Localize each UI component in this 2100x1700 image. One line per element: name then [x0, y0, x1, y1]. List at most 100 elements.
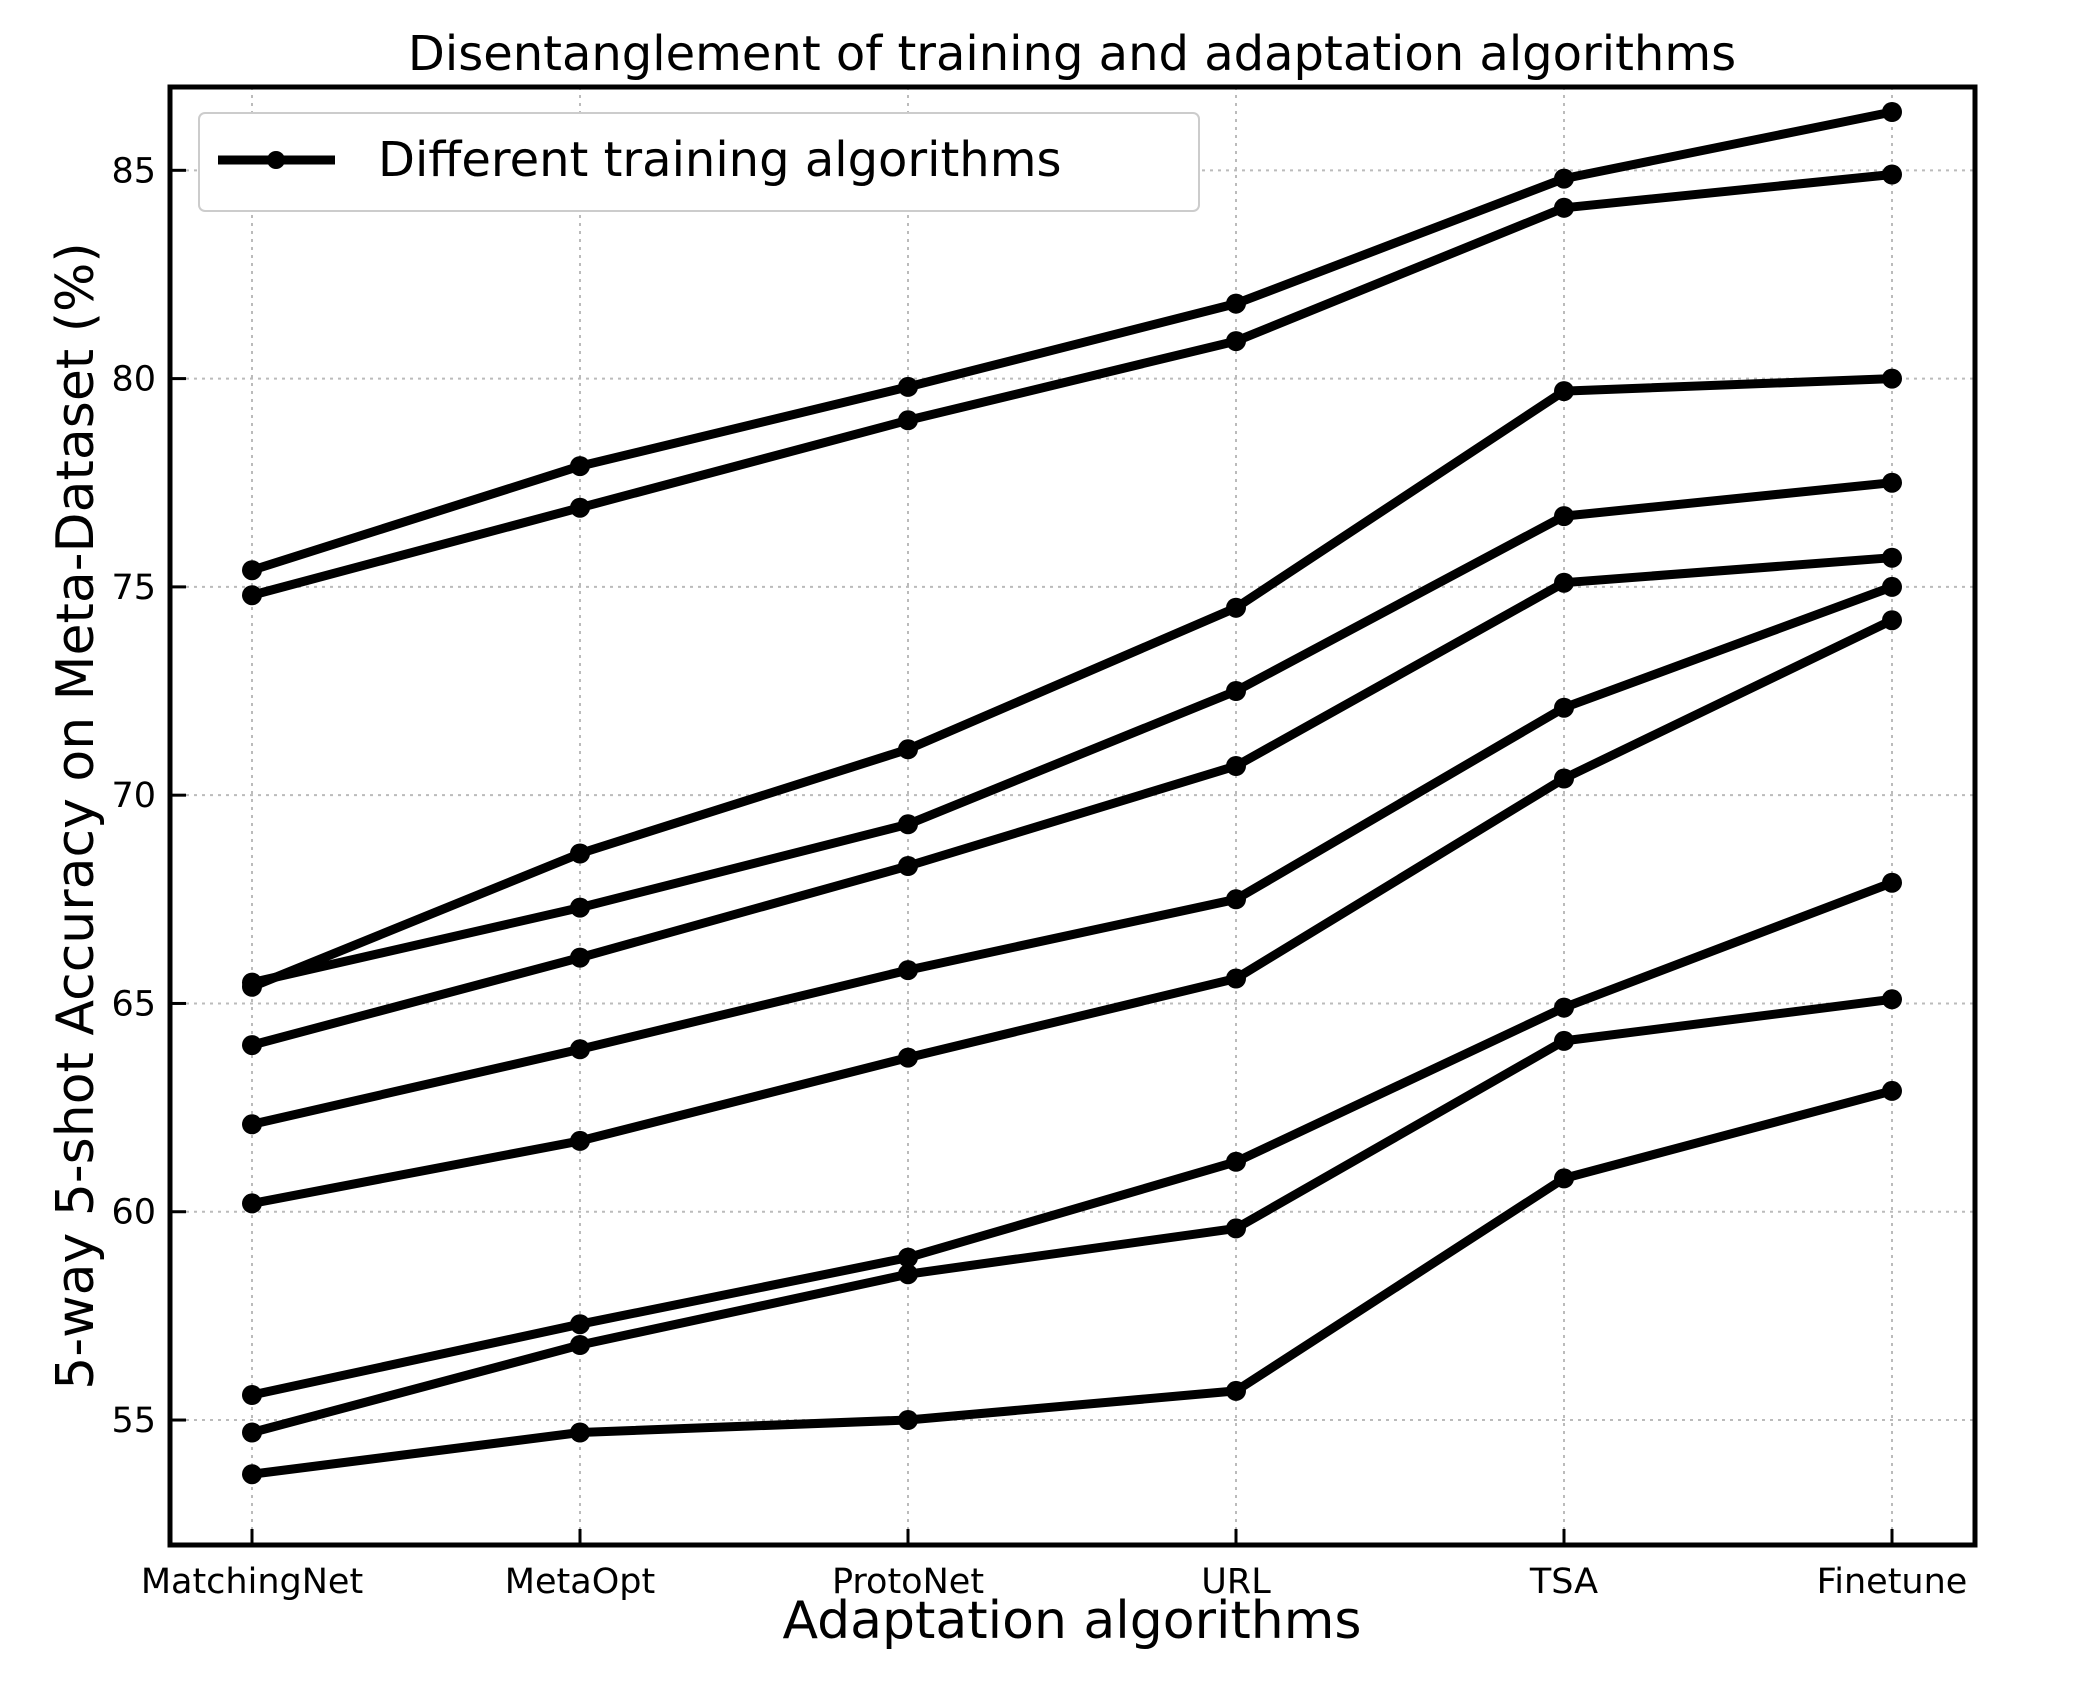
series-line	[247, 1086, 1897, 1479]
data-point	[242, 585, 262, 606]
data-point	[570, 456, 590, 477]
series-1	[242, 102, 1902, 581]
data-point	[1882, 102, 1902, 122]
series-line	[247, 107, 1897, 575]
x-tick-label: MatchingNet	[141, 1562, 363, 1602]
x-tick-label: ProtoNet	[832, 1562, 984, 1602]
data-point	[570, 1314, 590, 1335]
series-line	[247, 553, 1897, 1050]
series-6	[242, 576, 1902, 1135]
data-point	[1554, 168, 1574, 189]
series-7	[242, 610, 1902, 1214]
data-point	[570, 1422, 590, 1443]
plot-frame	[167, 84, 1978, 1548]
data-point	[898, 1264, 918, 1285]
data-point	[898, 739, 918, 760]
legend-box	[198, 112, 1200, 212]
data-point	[1554, 381, 1574, 402]
data-point	[242, 560, 262, 581]
series-line	[247, 878, 1897, 1400]
series-5	[242, 547, 1902, 1056]
y-tick-label: 75	[111, 568, 156, 608]
y-axis-label: 5-way 5-shot Accuracy on Meta-Dataset (%…	[46, 242, 106, 1389]
data-point	[1226, 293, 1246, 314]
data-point	[898, 856, 918, 876]
data-point	[1226, 968, 1246, 989]
data-point	[898, 376, 918, 397]
data-point	[898, 1410, 918, 1430]
series-lines	[242, 102, 1902, 1485]
chart-title: Disentanglement of training and adaptati…	[408, 26, 1736, 82]
data-point	[570, 1039, 590, 1060]
data-point	[1554, 572, 1574, 593]
y-tick-label: 85	[111, 151, 156, 191]
data-point	[898, 1247, 918, 1268]
series-4	[242, 472, 1902, 993]
series-line	[247, 478, 1897, 988]
y-tick-label: 80	[111, 360, 156, 400]
legend-label: Different training algorithms	[378, 132, 1061, 188]
y-tick-label: 55	[111, 1401, 156, 1441]
data-point	[898, 814, 918, 835]
data-point	[1554, 197, 1574, 218]
series-10	[242, 1080, 1902, 1485]
data-point	[570, 1335, 590, 1355]
series-line	[247, 994, 1897, 1437]
series-3	[242, 368, 1902, 997]
data-point	[1554, 1030, 1574, 1051]
data-point	[242, 1464, 262, 1485]
data-point	[570, 497, 590, 518]
grid	[170, 87, 1975, 1545]
data-point	[242, 972, 262, 993]
legend-marker-swatch	[267, 151, 285, 169]
data-point	[242, 1193, 262, 1214]
y-tick-label: 70	[111, 776, 156, 816]
x-tick-label: MetaOpt	[505, 1562, 655, 1602]
series-8	[242, 872, 1902, 1405]
data-point	[1226, 681, 1246, 701]
data-point	[1226, 331, 1246, 352]
data-point	[1226, 889, 1246, 910]
x-tick-label: Finetune	[1817, 1562, 1968, 1602]
y-tick-label: 60	[111, 1193, 156, 1233]
data-point	[1882, 164, 1902, 185]
data-point	[1882, 610, 1902, 631]
series-line	[247, 582, 1897, 1129]
data-point	[570, 1130, 590, 1151]
data-point	[570, 897, 590, 918]
data-point	[242, 1035, 262, 1056]
series-2	[242, 164, 1902, 606]
data-point	[1554, 997, 1574, 1018]
data-point	[242, 1385, 262, 1405]
data-point	[1554, 697, 1574, 718]
data-point	[242, 1114, 262, 1135]
y-axis-ticks: 55 60 65 70 75 80 85	[111, 151, 186, 1441]
data-point	[1226, 1151, 1246, 1172]
data-point	[1882, 872, 1902, 893]
series-line	[247, 374, 1897, 992]
x-axis-ticks: MatchingNet MetaOpt ProtoNet URL TSA Finetune	[141, 1529, 1968, 1602]
x-tick-label: URL	[1201, 1562, 1271, 1602]
data-point	[898, 410, 918, 431]
series-line	[247, 170, 1897, 600]
data-point	[1882, 989, 1902, 1010]
series-9	[242, 989, 1902, 1443]
y-tick-label: 65	[111, 984, 156, 1024]
data-point	[1882, 368, 1902, 389]
data-point	[242, 1422, 262, 1443]
data-point	[1226, 597, 1246, 618]
data-point	[1554, 506, 1574, 527]
data-point	[1882, 1080, 1902, 1101]
data-point	[1226, 1218, 1246, 1239]
data-point	[898, 960, 918, 981]
data-point	[1226, 756, 1246, 776]
data-point	[898, 1047, 918, 1068]
data-point	[1226, 1380, 1246, 1401]
data-point	[1554, 1168, 1574, 1189]
data-point	[1882, 547, 1902, 568]
x-tick-label: TSA	[1529, 1562, 1598, 1602]
data-point	[570, 947, 590, 968]
data-point	[1882, 576, 1902, 597]
series-line	[247, 615, 1897, 1208]
